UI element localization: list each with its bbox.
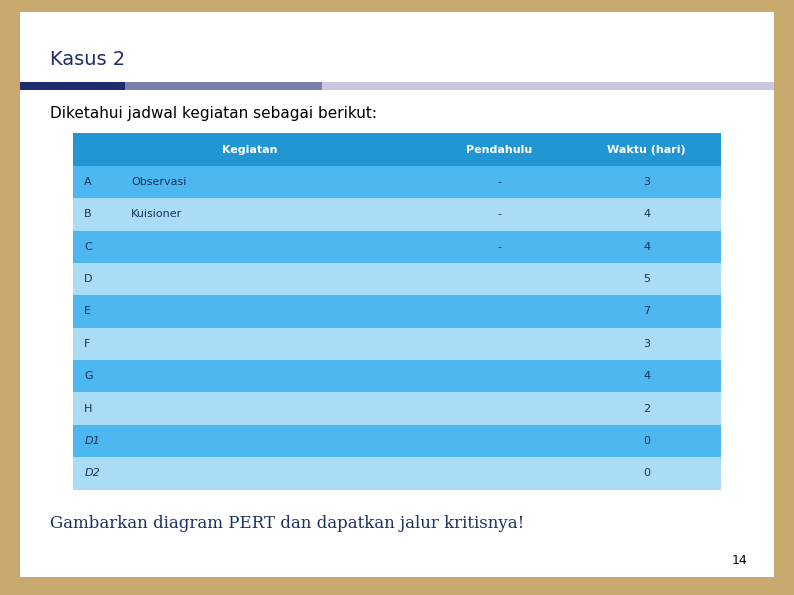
Bar bbox=[73, 166, 721, 198]
Bar bbox=[73, 457, 721, 490]
Bar bbox=[73, 328, 721, 360]
Bar bbox=[73, 425, 721, 457]
FancyBboxPatch shape bbox=[9, 4, 785, 585]
Text: C: C bbox=[84, 242, 92, 252]
Text: Kegiatan: Kegiatan bbox=[222, 145, 277, 155]
Text: G: G bbox=[84, 371, 93, 381]
Bar bbox=[322, 82, 774, 90]
Bar bbox=[73, 295, 721, 328]
Bar bbox=[73, 82, 125, 90]
Text: E: E bbox=[84, 306, 91, 317]
Bar bbox=[125, 82, 224, 90]
Bar bbox=[73, 198, 721, 230]
Text: 0: 0 bbox=[643, 468, 650, 478]
Text: -: - bbox=[497, 209, 501, 220]
Text: Kuisioner: Kuisioner bbox=[131, 209, 183, 220]
Text: 4: 4 bbox=[643, 371, 650, 381]
Text: Kasus 2: Kasus 2 bbox=[50, 51, 125, 70]
Text: 14: 14 bbox=[732, 554, 748, 566]
Text: D1: D1 bbox=[84, 436, 100, 446]
Text: -: - bbox=[497, 242, 501, 252]
Text: B: B bbox=[84, 209, 92, 220]
Text: D2: D2 bbox=[84, 468, 100, 478]
Text: 3: 3 bbox=[643, 177, 650, 187]
Text: Gambarkan diagram PERT dan dapatkan jalur kritisnya!: Gambarkan diagram PERT dan dapatkan jalu… bbox=[50, 515, 524, 532]
Bar bbox=[73, 230, 721, 263]
Text: A: A bbox=[84, 177, 92, 187]
Text: 7: 7 bbox=[643, 306, 650, 317]
Bar bbox=[73, 263, 721, 295]
Text: D: D bbox=[84, 274, 93, 284]
Text: H: H bbox=[84, 403, 93, 414]
Text: Waktu (hari): Waktu (hari) bbox=[607, 145, 686, 155]
Text: Observasi: Observasi bbox=[131, 177, 187, 187]
Text: 3: 3 bbox=[643, 339, 650, 349]
Text: 4: 4 bbox=[643, 242, 650, 252]
Text: Diketahui jadwal kegiatan sebagai berikut:: Diketahui jadwal kegiatan sebagai beriku… bbox=[50, 106, 377, 121]
Text: F: F bbox=[84, 339, 91, 349]
Bar bbox=[73, 360, 721, 393]
Text: -: - bbox=[497, 177, 501, 187]
Text: 4: 4 bbox=[643, 209, 650, 220]
Bar bbox=[73, 393, 721, 425]
Bar bbox=[20, 82, 73, 90]
Text: Pendahulu: Pendahulu bbox=[466, 145, 532, 155]
Text: 0: 0 bbox=[643, 436, 650, 446]
Text: 2: 2 bbox=[643, 403, 650, 414]
Bar bbox=[73, 133, 721, 166]
Bar bbox=[224, 82, 322, 90]
Text: 5: 5 bbox=[643, 274, 650, 284]
